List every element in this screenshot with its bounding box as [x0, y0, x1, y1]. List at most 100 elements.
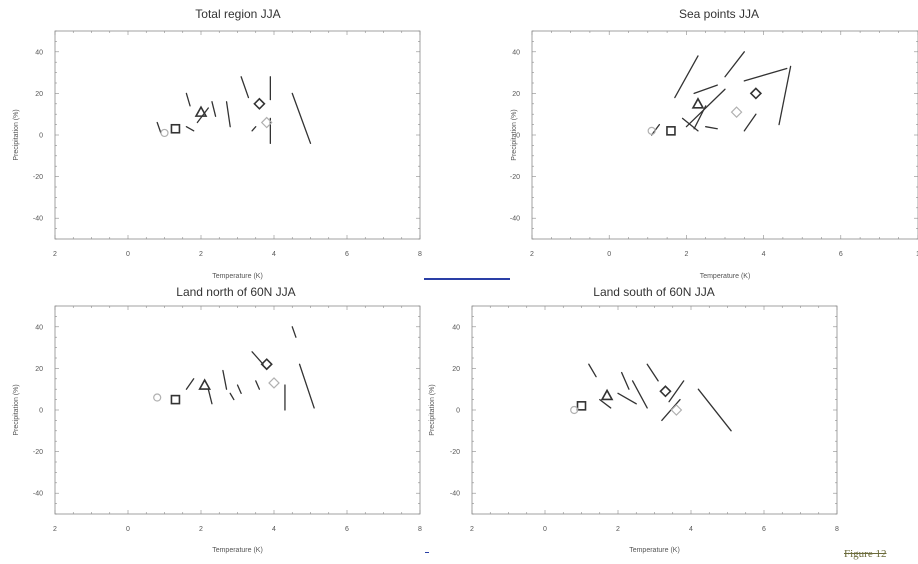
- x-axis-label: Temperature (K): [700, 273, 751, 280]
- y-tick-label: 40: [452, 324, 460, 331]
- data-segment: [681, 117, 699, 132]
- figure-caption: Figure 12: [844, 548, 887, 560]
- plot-frame: [471, 305, 838, 515]
- chart-title: Land south of 60N JJA: [593, 285, 714, 299]
- blue-rule: [424, 278, 510, 280]
- data-marker-diamond: [260, 358, 273, 371]
- data-segment: [229, 392, 235, 401]
- y-tick-label: -40: [450, 491, 460, 498]
- y-tick-label: 20: [35, 366, 43, 373]
- data-marker-circle: [153, 393, 162, 402]
- data-segment: [588, 363, 597, 378]
- x-tick-label: 4: [762, 251, 766, 258]
- x-tick-label: 2: [616, 526, 620, 533]
- x-tick-label: 1: [916, 251, 918, 258]
- data-marker-diamond: [253, 97, 266, 110]
- data-marker-diamond: [670, 404, 683, 416]
- data-segment: [196, 107, 209, 124]
- data-segment: [207, 388, 213, 405]
- data-segment: [674, 55, 699, 99]
- data-segment: [778, 65, 792, 126]
- y-tick-label: -20: [450, 449, 460, 456]
- data-segment: [743, 113, 757, 132]
- x-tick-label: 6: [345, 526, 349, 533]
- x-tick-label: 8: [835, 526, 839, 533]
- x-tick-label: 0: [607, 251, 611, 258]
- data-segment: [236, 384, 242, 395]
- data-segment: [298, 363, 315, 409]
- dash-mark: [425, 552, 429, 553]
- data-marker-square: [666, 126, 676, 136]
- data-marker-circle: [647, 126, 656, 135]
- data-marker-circle: [570, 405, 579, 415]
- plot-frame: [54, 30, 421, 240]
- y-axis-label: Precipitation (%): [13, 384, 20, 435]
- data-marker-triangle: [600, 388, 614, 401]
- y-axis-label: Precipitation (%): [511, 109, 518, 160]
- chart-title: Sea points JJA: [679, 7, 759, 21]
- x-tick-label: 4: [272, 526, 276, 533]
- y-tick-label: 40: [35, 49, 43, 56]
- plot-frame: [54, 305, 421, 515]
- y-tick-label: -20: [33, 449, 43, 456]
- x-tick-label: 6: [762, 526, 766, 533]
- x-tick-label: 2: [53, 251, 57, 258]
- data-segment: [185, 92, 191, 107]
- x-tick-label: 2: [530, 251, 534, 258]
- data-marker-triangle: [194, 105, 208, 117]
- data-segment: [251, 351, 264, 365]
- y-tick-label: 40: [512, 49, 520, 56]
- data-segment: [631, 380, 648, 409]
- data-marker-diamond: [730, 106, 743, 118]
- data-segment: [251, 126, 257, 132]
- x-axis-label: Temperature (K): [212, 273, 263, 280]
- data-segment: [697, 388, 732, 432]
- y-tick-label: -40: [33, 491, 43, 498]
- data-segment: [291, 326, 297, 338]
- data-marker-square: [170, 123, 181, 134]
- data-marker-circle: [160, 128, 169, 138]
- y-tick-label: 0: [39, 408, 43, 415]
- x-tick-label: 4: [689, 526, 693, 533]
- data-segment: [693, 105, 707, 130]
- x-tick-label: 6: [839, 251, 843, 258]
- data-segment: [743, 67, 788, 82]
- chart-title: Total region JJA: [195, 7, 280, 21]
- data-segment: [599, 398, 612, 409]
- data-segment: [185, 378, 195, 390]
- x-tick-label: 6: [345, 251, 349, 258]
- y-tick-label: -20: [33, 174, 43, 181]
- data-segment: [291, 92, 312, 144]
- data-segment: [185, 126, 195, 132]
- y-tick-label: 0: [516, 133, 520, 140]
- data-segment: [225, 101, 231, 128]
- y-tick-label: -40: [510, 216, 520, 223]
- data-segment: [668, 380, 685, 403]
- x-tick-label: 8: [418, 526, 422, 533]
- x-tick-label: 8: [418, 251, 422, 258]
- data-segment: [685, 88, 726, 128]
- y-axis-label: Precipitation (%): [13, 109, 20, 160]
- y-tick-label: 0: [39, 133, 43, 140]
- data-marker-diamond: [749, 87, 763, 100]
- x-axis-label: Temperature (K): [212, 547, 263, 554]
- data-segment: [156, 121, 162, 134]
- data-segment: [621, 371, 630, 390]
- plot-frame: [531, 30, 918, 240]
- data-segment: [724, 51, 745, 78]
- chart-title: Land north of 60N JJA: [176, 285, 295, 299]
- x-tick-label: 0: [126, 526, 130, 533]
- y-tick-label: 20: [35, 91, 43, 98]
- data-segment: [646, 363, 659, 382]
- y-tick-label: 40: [35, 324, 43, 331]
- y-tick-label: 20: [452, 366, 460, 373]
- x-tick-label: 0: [126, 251, 130, 258]
- x-tick-label: 2: [53, 526, 57, 533]
- data-marker-diamond: [659, 385, 672, 398]
- data-segment: [211, 101, 217, 117]
